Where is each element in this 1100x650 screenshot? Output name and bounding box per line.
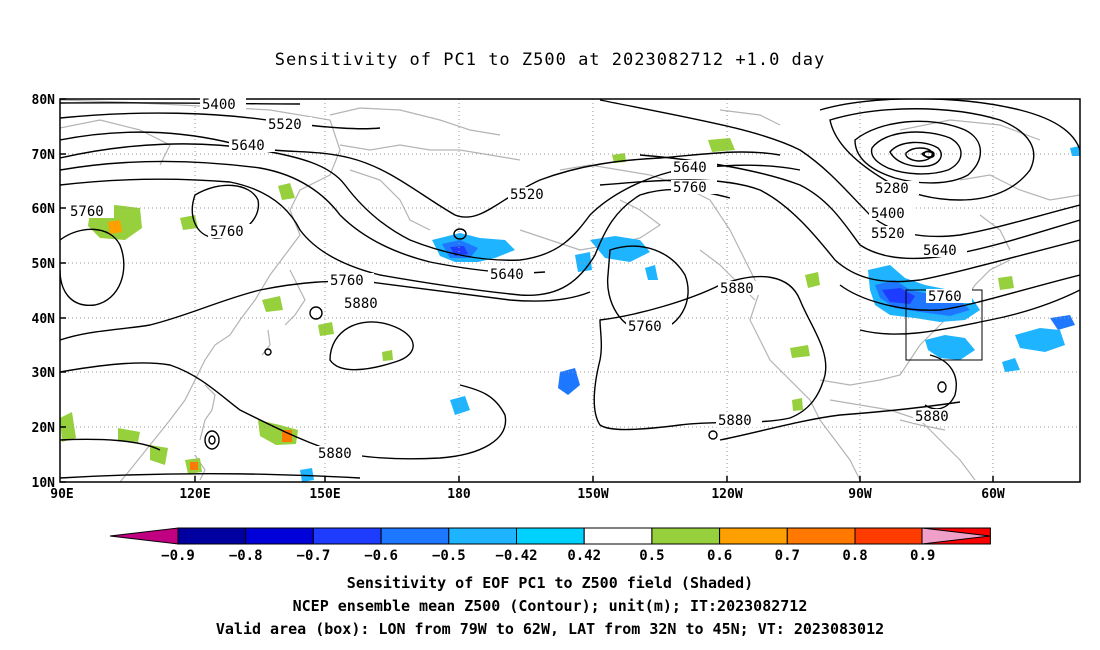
footer-line-3: Valid area (box): LON from 79W to 62W, L… xyxy=(215,620,885,638)
contour-label: 5640 xyxy=(923,243,957,259)
colorbar-tick-label: 0.7 xyxy=(775,548,800,564)
lat-label: 20N xyxy=(32,421,56,436)
footer-line-2: NCEP ensemble mean Z500 (Contour); unit(… xyxy=(292,597,808,615)
colorbar-tick-label: −0.9 xyxy=(161,548,195,564)
colorbar-tick-label: 0.9 xyxy=(910,548,935,564)
colorbar-tick-label: 0.42 xyxy=(567,548,601,564)
colorbar: −0.9 −0.8 −0.7 −0.6 −0.5 −0.42 0.42 0.5 0.6 0.7 0.… xyxy=(109,527,991,564)
contour-label: 5280 xyxy=(875,181,909,197)
positive-sensitivity-shading xyxy=(60,138,1014,474)
contour-label: 5400 xyxy=(202,97,236,113)
contour-label: 5880 xyxy=(344,296,378,312)
contour-label: 5640 xyxy=(673,160,707,176)
colorbar-cell xyxy=(583,527,653,545)
colorbar-cell xyxy=(516,527,585,545)
contour-label: 5880 xyxy=(318,446,352,462)
small-closed-contours xyxy=(204,150,947,450)
contour-label: 5760 xyxy=(70,204,104,220)
negative-sensitivity-shading xyxy=(300,146,1080,482)
contour-label: 5760 xyxy=(210,224,244,240)
colorbar-cell xyxy=(177,527,247,545)
lon-label: 180 xyxy=(447,487,471,502)
lon-label: 120W xyxy=(711,487,742,502)
contour-label: 5400 xyxy=(871,206,905,222)
colorbar-cell xyxy=(448,527,517,545)
lat-label: 10N xyxy=(32,476,56,491)
colorbar-tick-label: −0.7 xyxy=(297,548,331,564)
lat-label: 80N xyxy=(32,93,56,108)
contour-label: 5880 xyxy=(915,409,949,425)
colorbar-tick-label: 0.8 xyxy=(842,548,867,564)
colorbar-tick-label: −0.42 xyxy=(495,548,537,564)
lat-label: 70N xyxy=(32,148,56,163)
colorbar-tick-label: 0.5 xyxy=(639,548,664,564)
lon-label: 150W xyxy=(577,487,608,502)
lon-label: 90W xyxy=(848,487,872,502)
colorbar-cell xyxy=(719,527,788,545)
colorbar-cell xyxy=(854,527,924,545)
colorbar-cell xyxy=(786,527,856,545)
contour-label: 5760 xyxy=(673,180,707,196)
colorbar-tick-label: 0.6 xyxy=(707,548,732,564)
lon-label: 60W xyxy=(981,487,1005,502)
contour-label: 5640 xyxy=(490,267,524,283)
contour-label: 5880 xyxy=(718,413,752,429)
axis-ticks xyxy=(60,98,994,483)
colorbar-cell xyxy=(312,527,382,545)
colorbar-left-triangle xyxy=(109,527,179,545)
lat-label: 30N xyxy=(32,366,56,381)
colorbar-cell xyxy=(380,527,450,545)
lon-label: 120E xyxy=(179,487,210,502)
lon-label: 150E xyxy=(309,487,340,502)
contour-label: 5640 xyxy=(231,138,265,154)
contour-label: 5760 xyxy=(330,273,364,289)
colorbar-cell xyxy=(245,527,314,545)
lat-label: 40N xyxy=(32,312,56,327)
footer-line-1: Sensitivity of EOF PC1 to Z500 field (Sh… xyxy=(346,574,754,592)
contour-label: 5760 xyxy=(628,319,662,335)
contour-label: 5880 xyxy=(720,281,754,297)
contour-label: 5520 xyxy=(510,187,544,203)
contour-label: 5760 xyxy=(928,289,962,305)
lat-label: 50N xyxy=(32,257,56,272)
lon-label: 90E xyxy=(50,487,73,502)
colorbar-tick-label: −0.8 xyxy=(229,548,263,564)
map-frame xyxy=(59,98,1081,483)
colorbar-right-triangle xyxy=(921,527,991,545)
map-title: Sensitivity of PC1 to Z500 at 2023082712… xyxy=(274,50,826,70)
contour-label: 5520 xyxy=(871,226,905,242)
colorbar-cell xyxy=(651,527,721,545)
colorbar-tick-label: −0.5 xyxy=(432,548,466,564)
contour-label: 5520 xyxy=(268,117,302,133)
colorbar-tick-label: −0.6 xyxy=(364,548,398,564)
lat-label: 60N xyxy=(32,202,56,217)
